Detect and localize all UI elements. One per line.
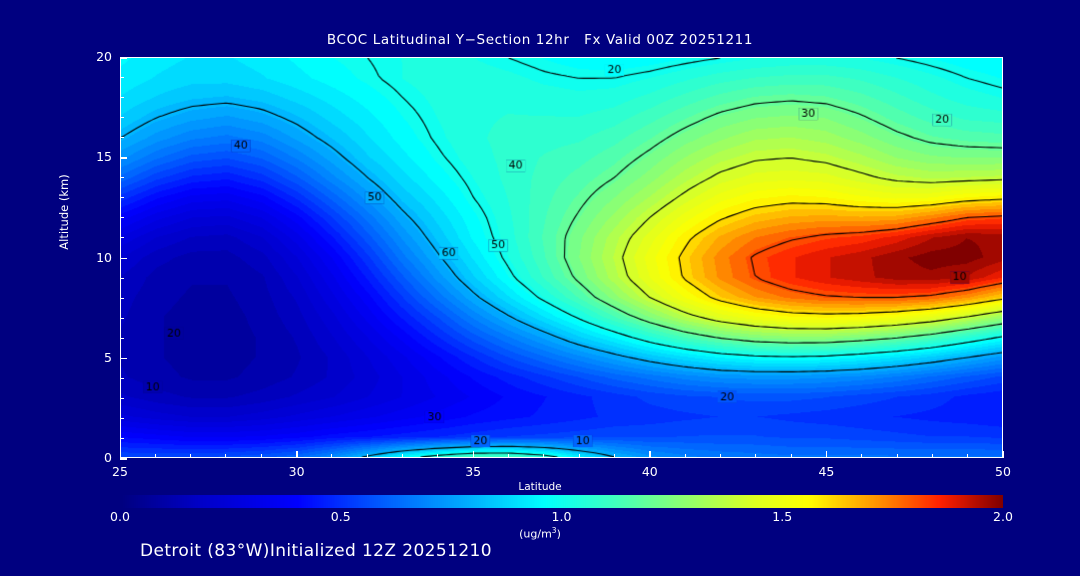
y-axis-tick-label: 15 — [96, 149, 112, 165]
x-axis-tickmark — [825, 451, 828, 458]
x-axis-tickmark — [296, 451, 298, 458]
y-axis-minor-tickmark — [120, 417, 124, 419]
x-axis-minor-tickmark — [190, 454, 192, 458]
y-axis-minor-tickmark — [120, 317, 124, 319]
colorbar-gradient — [120, 495, 1003, 508]
footer-caption: Detroit (83°W)Initialized 12Z 20251210 — [140, 541, 492, 561]
y-axis-tick-label: 5 — [104, 349, 112, 365]
y-axis-minor-tickmark — [120, 297, 124, 299]
x-axis-tick-label: 25 — [112, 464, 128, 479]
x-axis-minor-tickmark — [260, 454, 262, 458]
y-axis-tickmark — [120, 257, 127, 259]
y-axis-minor-tickmark — [120, 377, 124, 379]
colorbar-tick-labels: 0.0 0.5 1.0 1.5 2.0 — [0, 509, 1080, 527]
y-axis-tickmark — [120, 57, 127, 59]
colorbar — [120, 495, 1003, 508]
y-axis-tickmark — [120, 458, 127, 460]
x-axis-tick-label: 45 — [818, 464, 835, 479]
x-axis-minor-tickmark — [402, 454, 404, 458]
x-axis-tick-label: 35 — [465, 464, 482, 479]
y-axis-minor-tickmark — [120, 197, 124, 199]
x-axis-tick-label: 30 — [288, 464, 305, 479]
x-axis-minor-tickmark — [154, 454, 156, 458]
x-axis-tickmark — [472, 451, 475, 458]
colorbar-units-base: (ug/m — [519, 527, 552, 541]
colorbar-tick-label: 1.0 — [551, 509, 572, 524]
y-axis-minor-tickmark — [120, 237, 124, 239]
x-axis-minor-tickmark — [861, 454, 863, 458]
x-axis-tick-label: 40 — [641, 464, 658, 479]
y-axis-title: Altitude (km) — [57, 174, 71, 250]
x-axis-minor-tickmark — [790, 454, 792, 458]
y-axis-minor-tickmark — [120, 97, 124, 99]
colorbar-tick-label: 0.5 — [330, 509, 351, 524]
y-axis-minor-tickmark — [120, 77, 124, 79]
y-axis-tick-label: 0 — [104, 450, 112, 465]
colorbar-tick-label: 0.0 — [110, 509, 130, 524]
x-axis-minor-tickmark — [437, 454, 439, 458]
x-axis-minor-tickmark — [331, 454, 333, 458]
colorbar-tick-label: 2.0 — [993, 509, 1013, 524]
x-axis-minor-tickmark — [578, 454, 580, 458]
y-axis-tick-label: 20 — [96, 49, 112, 64]
y-axis-minor-tickmark — [120, 217, 124, 219]
y-axis-minor-tickmark — [120, 277, 124, 279]
y-axis-minor-tickmark — [120, 117, 124, 119]
x-axis-minor-tickmark — [366, 454, 368, 458]
colorbar-units-exponent: 3 — [551, 526, 557, 535]
y-axis-minor-tickmark — [120, 177, 124, 179]
x-axis-minor-tickmark — [543, 454, 545, 458]
x-axis-minor-tickmark — [896, 454, 898, 458]
y-axis-tickmark — [120, 157, 127, 159]
x-axis-tickmark — [119, 451, 121, 458]
y-axis-tick-label: 10 — [96, 249, 112, 265]
contour-heatmap-canvas — [121, 58, 1002, 457]
y-axis-minor-tickmark — [120, 137, 124, 139]
x-axis-minor-tickmark — [508, 454, 510, 458]
x-axis-minor-tickmark — [967, 454, 969, 458]
x-axis-title: Latitude — [518, 481, 562, 493]
x-axis-minor-tickmark — [684, 454, 686, 458]
colorbar-tick-label: 1.5 — [772, 509, 793, 524]
y-axis-minor-tickmark — [120, 437, 124, 439]
x-axis-minor-tickmark — [225, 454, 227, 458]
x-axis-minor-tickmark — [755, 454, 757, 458]
y-axis-minor-tickmark — [120, 337, 124, 339]
colorbar-units-label: (ug/m3) — [0, 526, 1080, 541]
y-axis-tickmark — [120, 357, 127, 360]
x-axis-minor-tickmark — [719, 454, 721, 458]
colorbar-units-close: ) — [556, 527, 561, 541]
y-axis-minor-tickmark — [120, 397, 124, 399]
x-axis-tickmark — [649, 451, 651, 458]
x-axis-minor-tickmark — [613, 454, 615, 458]
x-axis-tick-label: 50 — [995, 464, 1011, 479]
page-title: BCOC Latitudinal Y−Section 12hr Fx Valid… — [326, 32, 754, 48]
plot-area — [120, 57, 1003, 458]
x-axis-tickmark — [1002, 451, 1004, 458]
x-axis-minor-tickmark — [931, 454, 933, 458]
